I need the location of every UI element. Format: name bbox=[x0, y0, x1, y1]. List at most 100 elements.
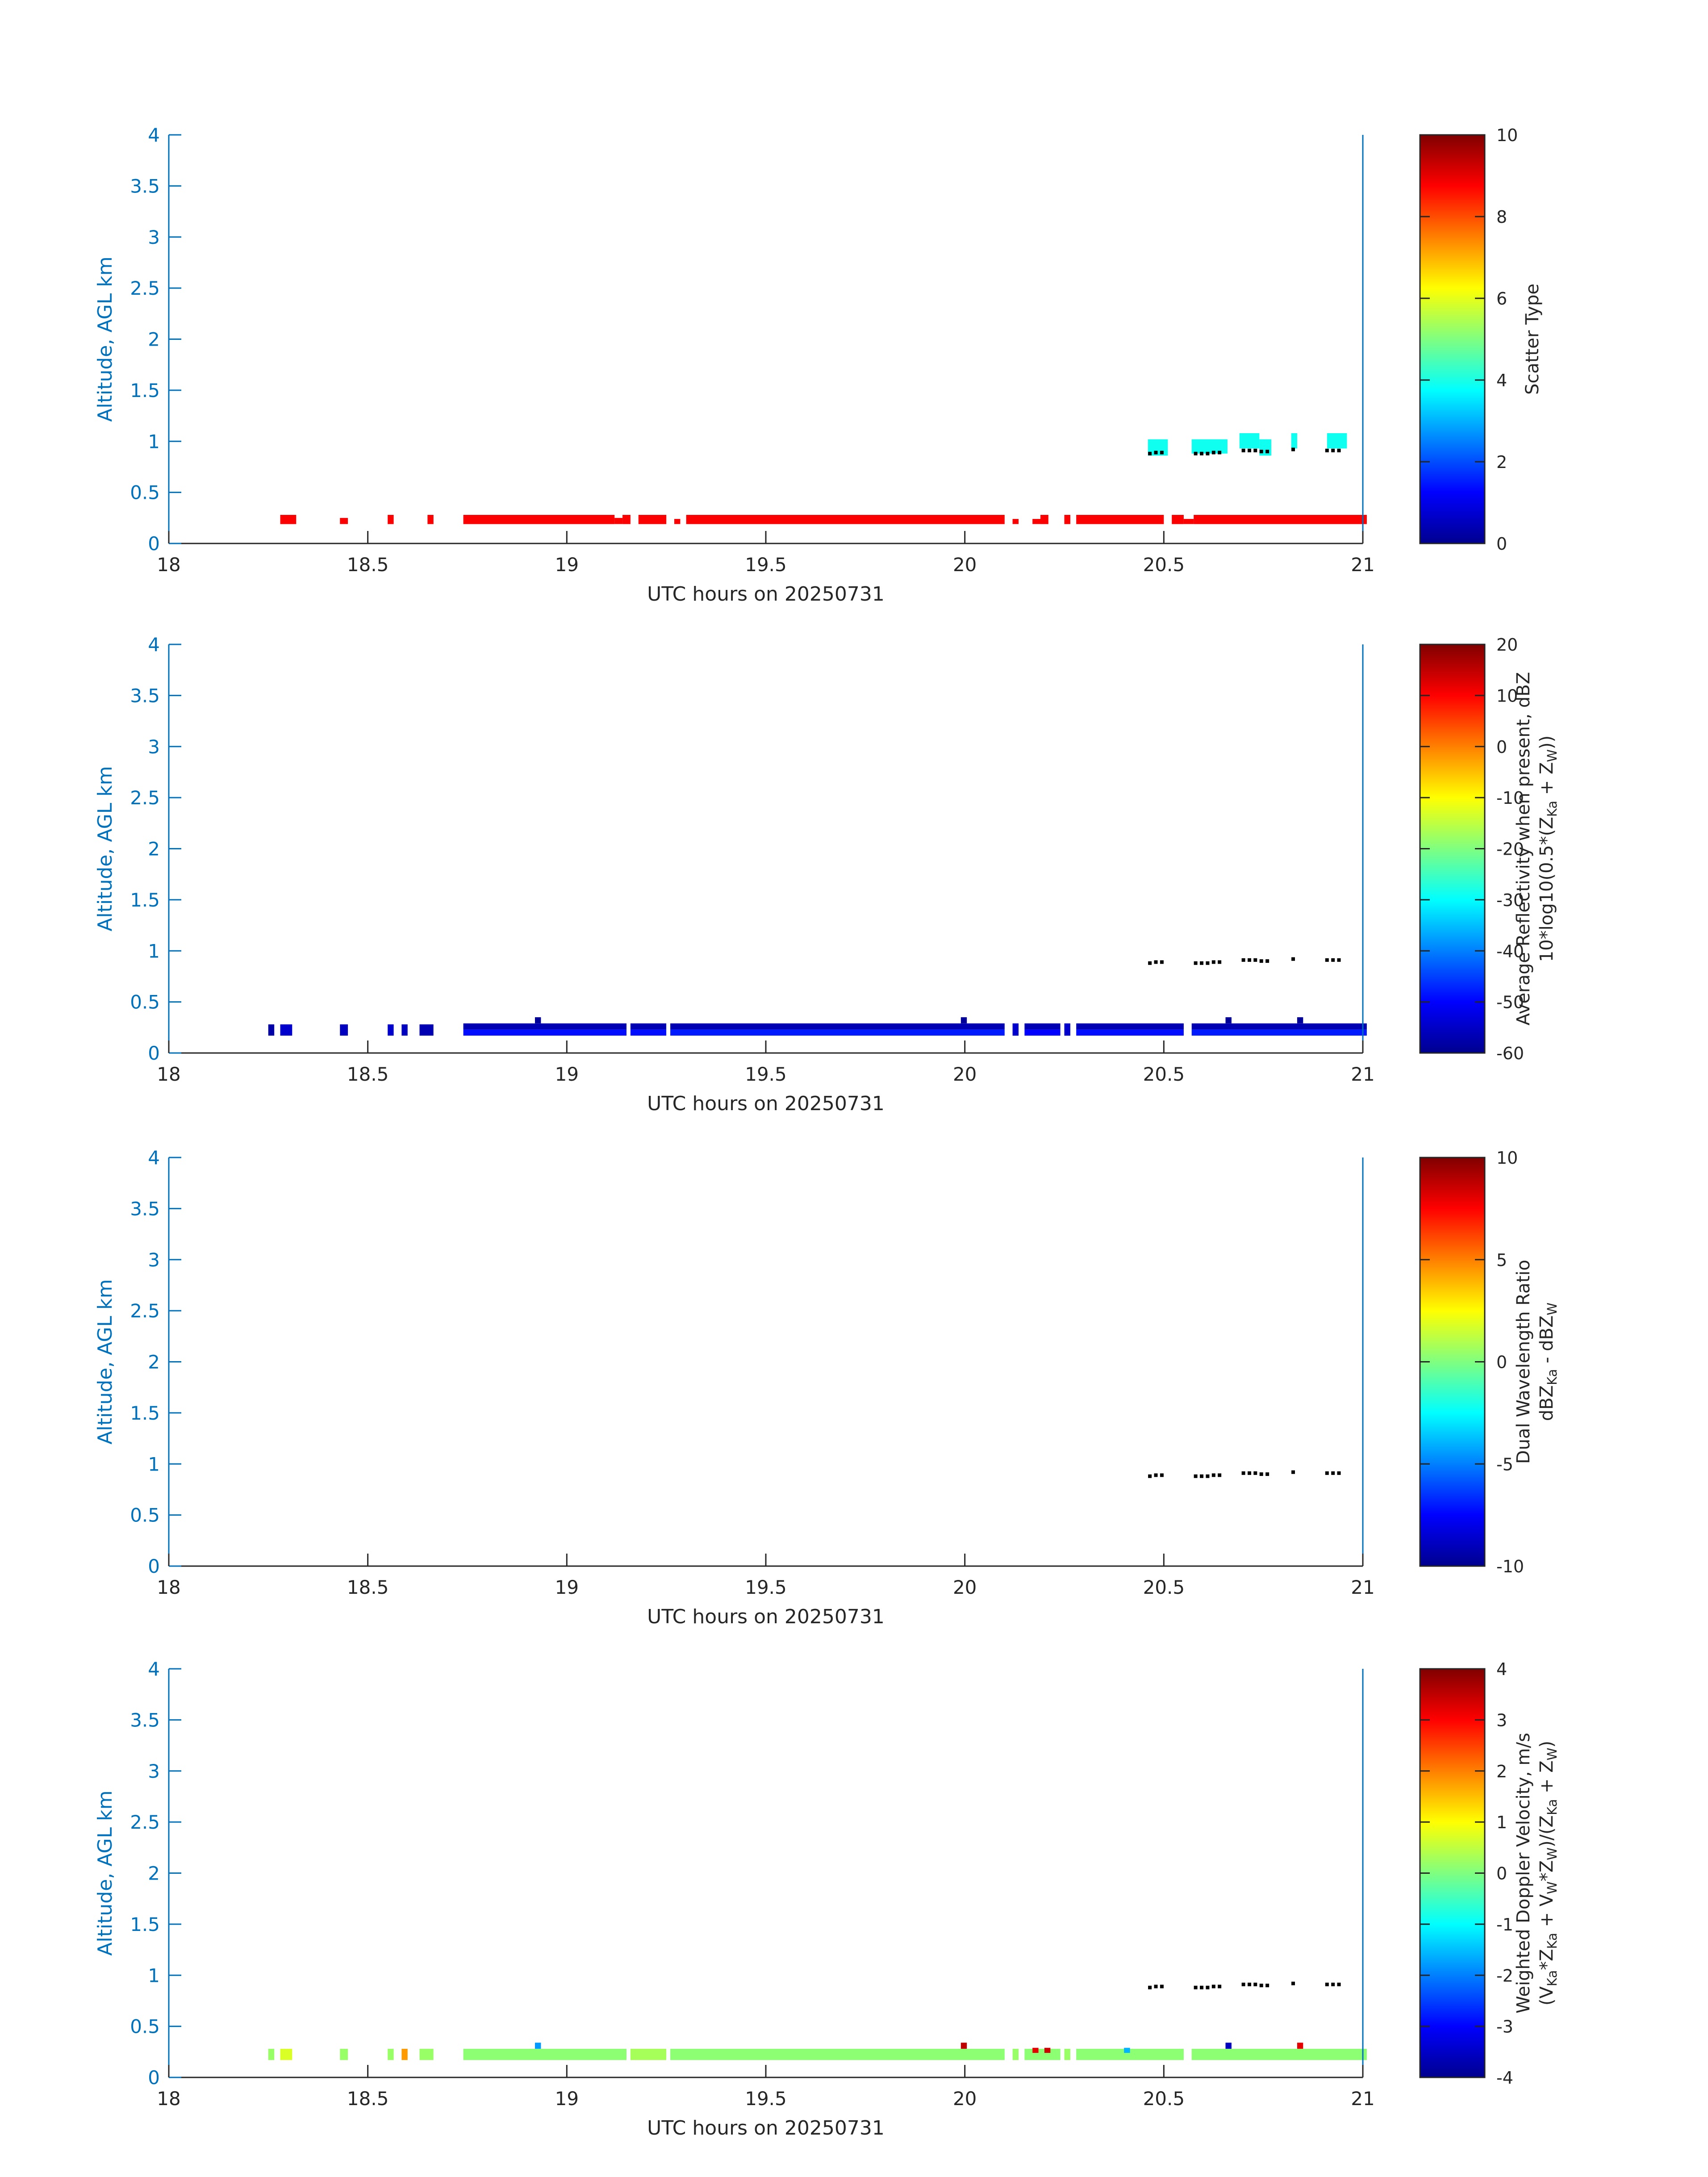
cloud-base-point-16 bbox=[1337, 1471, 1341, 1475]
cloud-base-point-8 bbox=[1241, 1982, 1245, 1986]
cloud-base-point-15 bbox=[1331, 1471, 1335, 1475]
cloud-base-point-14 bbox=[1325, 448, 1329, 452]
cloud-base-point-14 bbox=[1325, 958, 1329, 962]
cloud-base-point-3 bbox=[1194, 1474, 1198, 1478]
colorbar-tick-label: -20 bbox=[1496, 840, 1524, 859]
colorbar-tick-label: 4 bbox=[1496, 1659, 1507, 1679]
heatmap-cell-8 bbox=[630, 1023, 667, 1030]
colorbar-tick-label: -4 bbox=[1496, 2068, 1513, 2088]
heatmap-cell-9 bbox=[686, 515, 1005, 524]
heatmap-cell-0 bbox=[280, 515, 296, 524]
heatmap-cell-3 bbox=[388, 1024, 394, 1036]
x-tick-label: 18.5 bbox=[347, 1063, 389, 1085]
x-tick-label: 20 bbox=[953, 2088, 977, 2110]
heatmap-cell-7 bbox=[463, 1029, 626, 1036]
heatmap-cells bbox=[280, 433, 1367, 524]
heatmap-cell-20 bbox=[535, 1017, 541, 1024]
colorbar-tick-label: 10 bbox=[1496, 686, 1518, 706]
colorbar-tick-label: -30 bbox=[1496, 890, 1524, 910]
cloud-base-point-0 bbox=[1148, 451, 1152, 455]
cloud-base-point-5 bbox=[1206, 1474, 1210, 1478]
colorbar-tick-label: -10 bbox=[1496, 788, 1524, 808]
cloud-base-points bbox=[1148, 957, 1341, 965]
cloud-base-point-10 bbox=[1253, 448, 1257, 452]
x-tick-label: 19.5 bbox=[745, 1063, 787, 1085]
cloud-base-point-8 bbox=[1241, 958, 1245, 962]
heatmap-cell-15 bbox=[1064, 1023, 1070, 1036]
heatmap-cell-19 bbox=[1191, 1029, 1367, 1036]
colorbar-tick-label: -5 bbox=[1496, 1454, 1513, 1474]
cloud-base-point-15 bbox=[1331, 448, 1335, 452]
x-tick-label: 20 bbox=[953, 1576, 977, 1598]
y-tick-label: 3 bbox=[148, 1760, 160, 1782]
x-tick-label: 18 bbox=[157, 2088, 180, 2110]
heatmap-cell-4 bbox=[401, 2048, 408, 2060]
cloud-base-point-6 bbox=[1211, 1473, 1215, 1477]
cloud-base-point-0 bbox=[1148, 1474, 1152, 1478]
heatmap-cell-8 bbox=[674, 519, 681, 524]
heatmap-cell-10 bbox=[1024, 2048, 1061, 2060]
cloud-base-point-2 bbox=[1160, 1985, 1164, 1989]
y-tick-label: 3 bbox=[148, 1249, 160, 1271]
x-tick-label: 20 bbox=[953, 1063, 977, 1085]
heatmap-cell-13 bbox=[1064, 515, 1070, 524]
colorbar-tick-label: 0 bbox=[1496, 534, 1507, 554]
y-tick-label: 0.5 bbox=[130, 482, 160, 504]
y-tick-label: 1 bbox=[148, 1964, 160, 1986]
x-tick-label: 18.5 bbox=[347, 1576, 389, 1598]
colorbar-tick-label: -1 bbox=[1496, 1915, 1513, 1935]
cloud-base-point-2 bbox=[1160, 451, 1164, 455]
cloud-base-point-12 bbox=[1265, 1984, 1270, 1988]
colorbar-label: dBZKa​ - dBZW​ bbox=[1537, 1303, 1560, 1421]
x-tick-label: 21 bbox=[1351, 1576, 1374, 1598]
y-axis-label: Altitude, AGL km bbox=[94, 1790, 117, 1956]
colorbar-tick-label: 5 bbox=[1496, 1250, 1507, 1270]
cloud-base-point-2 bbox=[1160, 960, 1164, 964]
colorbar-gradient bbox=[1419, 134, 1486, 544]
cloud-base-point-9 bbox=[1248, 958, 1251, 962]
colorbar-tick-label: 1 bbox=[1496, 1813, 1507, 1832]
heatmap-cell-19 bbox=[1297, 2043, 1303, 2049]
cloud-base-point-16 bbox=[1337, 958, 1341, 962]
x-tick-label: 18 bbox=[157, 1576, 180, 1598]
heatmap-cell-0 bbox=[268, 1024, 275, 1036]
heatmap-cell-23 bbox=[1297, 1017, 1303, 1024]
colorbar-tick-label: -40 bbox=[1496, 941, 1524, 961]
cloud-base-point-14 bbox=[1325, 1471, 1329, 1475]
colorbar-gradient bbox=[1419, 643, 1486, 1054]
y-tick-label: 1.5 bbox=[130, 889, 160, 911]
x-axis-label: UTC hours on 20250731 bbox=[647, 2117, 885, 2139]
heatmap-cell-1 bbox=[280, 1024, 292, 1036]
y-tick-label: 2.5 bbox=[130, 1811, 160, 1833]
y-tick-label: 3.5 bbox=[130, 1709, 160, 1731]
heatmap-cell-0 bbox=[268, 2048, 275, 2060]
heatmap-cells bbox=[268, 2043, 1367, 2060]
heatmap-cell-7 bbox=[638, 515, 667, 524]
y-tick-label: 4 bbox=[148, 124, 160, 146]
y-tick-label: 2.5 bbox=[130, 277, 160, 299]
cloud-base-point-1 bbox=[1154, 960, 1158, 964]
colorbar-tick-label: 6 bbox=[1496, 289, 1507, 309]
y-tick-label: 1 bbox=[148, 1453, 160, 1475]
cloud-base-point-0 bbox=[1148, 1985, 1152, 1989]
heatmap-cells bbox=[268, 1017, 1367, 1036]
heatmap-cell-20 bbox=[1124, 2047, 1130, 2053]
heatmap-cell-22 bbox=[1225, 1017, 1232, 1024]
colorbar-tick-label: -60 bbox=[1496, 1044, 1524, 1063]
colorbar-tick-label: 8 bbox=[1496, 207, 1507, 227]
cloud-base-point-1 bbox=[1154, 1985, 1158, 1989]
heatmap-cell-9 bbox=[1012, 2048, 1019, 2060]
cloud-base-point-7 bbox=[1218, 1473, 1222, 1477]
colorbar-tick-label: 3 bbox=[1496, 1710, 1507, 1730]
cloud-base-point-11 bbox=[1259, 450, 1263, 454]
heatmap-cell-6 bbox=[463, 2048, 626, 2060]
colorbar-tick-label: -2 bbox=[1496, 1966, 1513, 1985]
colorbar-tick-label: -3 bbox=[1496, 2017, 1513, 2037]
cloud-base-point-10 bbox=[1253, 1982, 1257, 1986]
axes: 0 0.5 1 1.5 2 2.5 3 3.5 4 18 18.5 19 19.5 20 20.5 21 UTC… bbox=[94, 1147, 1375, 1628]
x-tick-label: 19.5 bbox=[745, 1576, 787, 1598]
cloud-base-point-9 bbox=[1248, 1471, 1251, 1475]
heatmap-cell-20 bbox=[1239, 433, 1260, 449]
y-tick-label: 4 bbox=[148, 1147, 160, 1169]
heatmap-cell-18 bbox=[1225, 2043, 1232, 2049]
